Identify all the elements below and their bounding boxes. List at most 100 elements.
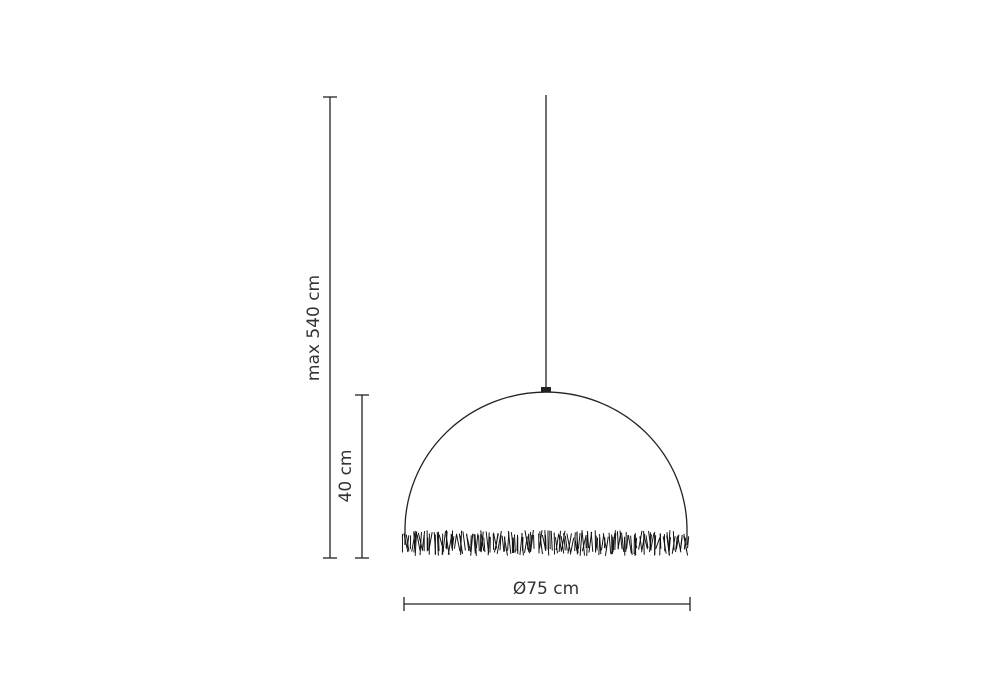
shade-height-label: 40 cm bbox=[336, 450, 356, 503]
total-height-label: max 540 cm bbox=[304, 275, 324, 381]
fringe-strand bbox=[419, 531, 422, 556]
fringe-strand bbox=[411, 530, 416, 552]
fringe-strand bbox=[524, 536, 528, 553]
fringe-strand bbox=[538, 530, 543, 551]
fringe-strand bbox=[563, 533, 566, 551]
fringe-strand bbox=[581, 534, 587, 552]
fringe-strand bbox=[643, 535, 648, 550]
fringe-strand bbox=[569, 537, 575, 555]
fringe-strand bbox=[455, 533, 461, 552]
fringe-strand bbox=[558, 534, 562, 552]
fringe-strand bbox=[634, 537, 638, 556]
fringe-strand bbox=[445, 531, 448, 549]
fringe-strand bbox=[590, 531, 594, 552]
fringe-strand bbox=[630, 535, 633, 556]
fringe-strand bbox=[450, 533, 453, 549]
fringe-strand bbox=[414, 531, 418, 556]
fringe-strand bbox=[521, 537, 524, 551]
fringe-strand bbox=[625, 531, 627, 552]
fringe-strand bbox=[451, 536, 455, 550]
fringe-strand bbox=[671, 536, 676, 554]
ceiling-canopy-connector bbox=[541, 387, 551, 392]
diameter-label: Ø75 cm bbox=[513, 579, 579, 599]
fringe-strand bbox=[668, 530, 671, 551]
fringe-strand bbox=[441, 533, 444, 555]
fringe-strand bbox=[480, 531, 484, 553]
fringe-strand bbox=[416, 534, 421, 551]
fringe-strand bbox=[547, 534, 550, 556]
fringe-strand bbox=[528, 531, 532, 553]
fringe-strand bbox=[627, 535, 632, 554]
fringe-strand bbox=[560, 530, 566, 552]
fringe-strand bbox=[487, 532, 490, 556]
fringe-strand bbox=[687, 536, 690, 549]
fringe-strand bbox=[574, 536, 578, 552]
fringe-strand bbox=[499, 534, 502, 551]
fringe-strand bbox=[604, 536, 609, 556]
fringe-strand bbox=[473, 533, 476, 554]
fringe-strand bbox=[413, 533, 417, 553]
fringe-strand bbox=[513, 534, 516, 553]
fringe-strand bbox=[442, 530, 447, 555]
fringe-strand bbox=[672, 531, 675, 551]
fringe-strand bbox=[619, 530, 623, 550]
lamp-fringe bbox=[401, 529, 690, 557]
fringe-strand bbox=[453, 534, 457, 549]
fringe-strand bbox=[460, 530, 463, 556]
fringe-strand bbox=[436, 532, 439, 556]
fringe-strand bbox=[581, 531, 586, 556]
fringe-strand bbox=[596, 537, 599, 551]
fringe-strand bbox=[428, 532, 433, 550]
fringe-strand bbox=[529, 534, 533, 554]
fringe-strand bbox=[558, 530, 561, 553]
fringe-strand bbox=[655, 537, 661, 549]
fringe-strand bbox=[507, 532, 510, 551]
fringe-strand bbox=[567, 533, 572, 554]
fringe-strand bbox=[621, 532, 625, 553]
fringe-strand bbox=[421, 531, 426, 550]
fringe-strand bbox=[478, 535, 480, 552]
fringe-strand bbox=[612, 533, 616, 552]
fringe-strand bbox=[643, 530, 645, 555]
fringe-strand bbox=[527, 533, 530, 550]
fringe-strand bbox=[555, 533, 560, 551]
fringe-strand bbox=[679, 534, 683, 551]
fringe-strand bbox=[474, 534, 477, 556]
fringe-strand bbox=[475, 533, 479, 549]
fringe-strand bbox=[576, 532, 579, 554]
fringe-strand bbox=[598, 537, 601, 556]
fringe-strand bbox=[645, 535, 649, 549]
fringe-strand bbox=[545, 534, 547, 550]
fringe-strand bbox=[614, 532, 617, 551]
fringe-strand bbox=[564, 535, 568, 551]
fringe-strand bbox=[668, 536, 671, 553]
fringe-strand bbox=[659, 533, 661, 556]
fringe-strand bbox=[530, 529, 534, 552]
fringe-strand bbox=[650, 533, 655, 551]
fringe-strand bbox=[608, 532, 612, 554]
fringe-strand bbox=[599, 534, 602, 555]
fringe-strand bbox=[654, 535, 657, 556]
fringe-strand bbox=[470, 535, 472, 553]
fringe-strand bbox=[675, 534, 680, 550]
fringe-strand bbox=[683, 535, 689, 556]
fringe-strand bbox=[403, 533, 409, 553]
fringe-strand bbox=[495, 533, 499, 550]
lamp-dome bbox=[404, 391, 688, 545]
fringe-strand bbox=[633, 537, 638, 549]
fringe-strand bbox=[550, 530, 553, 551]
fringe-strand bbox=[519, 533, 523, 555]
fringe-strand bbox=[406, 535, 410, 549]
fringe-strand bbox=[483, 537, 486, 553]
fringe-strand bbox=[437, 531, 440, 552]
fringe-strand bbox=[675, 536, 678, 553]
fringe-strand bbox=[501, 535, 505, 552]
fringe-strand bbox=[662, 536, 667, 554]
fringe-strand bbox=[626, 535, 629, 550]
fringe-strand bbox=[470, 533, 474, 556]
fringe-strand bbox=[586, 532, 589, 557]
fringe-strand bbox=[600, 535, 605, 551]
fringe-strand bbox=[638, 530, 643, 550]
